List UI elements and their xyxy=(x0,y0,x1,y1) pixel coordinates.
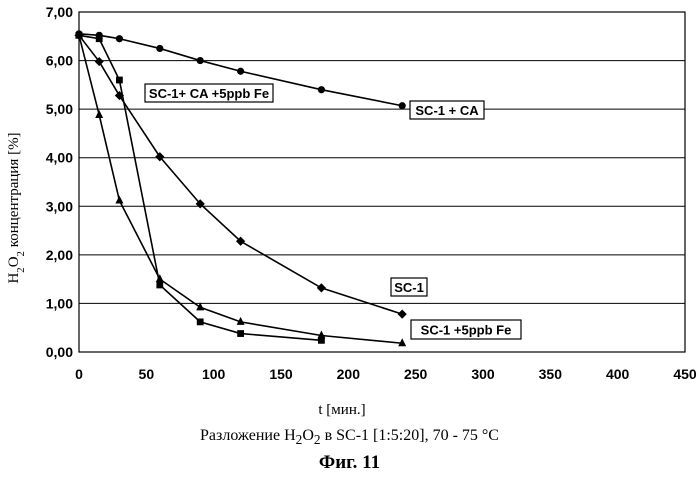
data-point xyxy=(115,195,123,203)
data-point xyxy=(95,110,103,118)
data-point xyxy=(156,282,163,289)
x-tick-label: 150 xyxy=(269,366,293,382)
data-point xyxy=(156,45,163,52)
y-tick-label: 3,00 xyxy=(46,198,73,214)
label-text: SC-1 xyxy=(394,280,424,295)
series-layer xyxy=(74,30,406,346)
data-point xyxy=(318,86,325,93)
y-tick-label: 5,00 xyxy=(46,101,73,117)
data-point xyxy=(237,68,244,75)
data-point xyxy=(197,318,204,325)
y-tick-label: 1,00 xyxy=(46,295,73,311)
data-point xyxy=(116,77,123,84)
data-point xyxy=(398,310,407,319)
label-sc1-ca-fe: SC-1+ CA +5ppb Fe xyxy=(145,84,273,102)
y-tick-labels: 0,00 1,00 2,00 3,00 4,00 5,00 6,00 7,00 xyxy=(46,4,73,360)
y-tick-label: 6,00 xyxy=(46,53,73,69)
x-tick-label: 300 xyxy=(471,366,495,382)
y-axis-title: H2O2 концентрация [%] xyxy=(6,132,27,283)
x-tick-labels: 0 50 100 150 200 250 300 350 400 450 xyxy=(75,366,697,382)
series-line xyxy=(79,35,402,314)
label-sc1-fe: SC-1 +5ppb Fe xyxy=(411,320,521,339)
x-tick-label: 250 xyxy=(404,366,428,382)
data-point xyxy=(116,35,123,42)
data-point xyxy=(399,102,406,109)
figure-number: Фиг. 11 xyxy=(0,452,699,474)
x-tick-label: 450 xyxy=(673,366,697,382)
x-tick-label: 50 xyxy=(139,366,155,382)
y-tick-label: 2,00 xyxy=(46,247,73,263)
x-tick-label: 200 xyxy=(337,366,361,382)
label-text: SC-1 + CA xyxy=(415,103,479,118)
data-point xyxy=(317,283,326,292)
x-tick-label: 350 xyxy=(539,366,563,382)
label-text: SC-1+ CA +5ppb Fe xyxy=(149,86,269,101)
data-point xyxy=(237,330,244,337)
series-3 xyxy=(76,32,325,344)
series-labels: SC-1 + CA SC-1 SC-1+ CA +5ppb Fe SC-1 +5ppb… xyxy=(145,84,521,339)
plot-frame xyxy=(79,12,685,352)
plot-border xyxy=(79,12,685,352)
label-text: SC-1 +5ppb Fe xyxy=(421,323,512,338)
y-tick-label: 4,00 xyxy=(46,150,73,166)
data-point xyxy=(96,35,103,42)
series-line xyxy=(79,35,402,343)
figure-caption: Разложение H2O2 в SC-1 [1:5:20], 70 - 75… xyxy=(0,427,699,448)
y-tick-label: 0,00 xyxy=(46,344,73,360)
x-tick-label: 0 xyxy=(75,366,83,382)
x-axis-title: t [мин.] xyxy=(318,402,365,418)
label-sc1-ca: SC-1 + CA xyxy=(410,101,484,119)
x-tick-label: 400 xyxy=(606,366,630,382)
x-tick-label: 100 xyxy=(202,366,226,382)
label-sc1: SC-1 xyxy=(391,278,427,296)
data-point xyxy=(197,57,204,64)
y-tick-label: 7,00 xyxy=(46,4,73,20)
